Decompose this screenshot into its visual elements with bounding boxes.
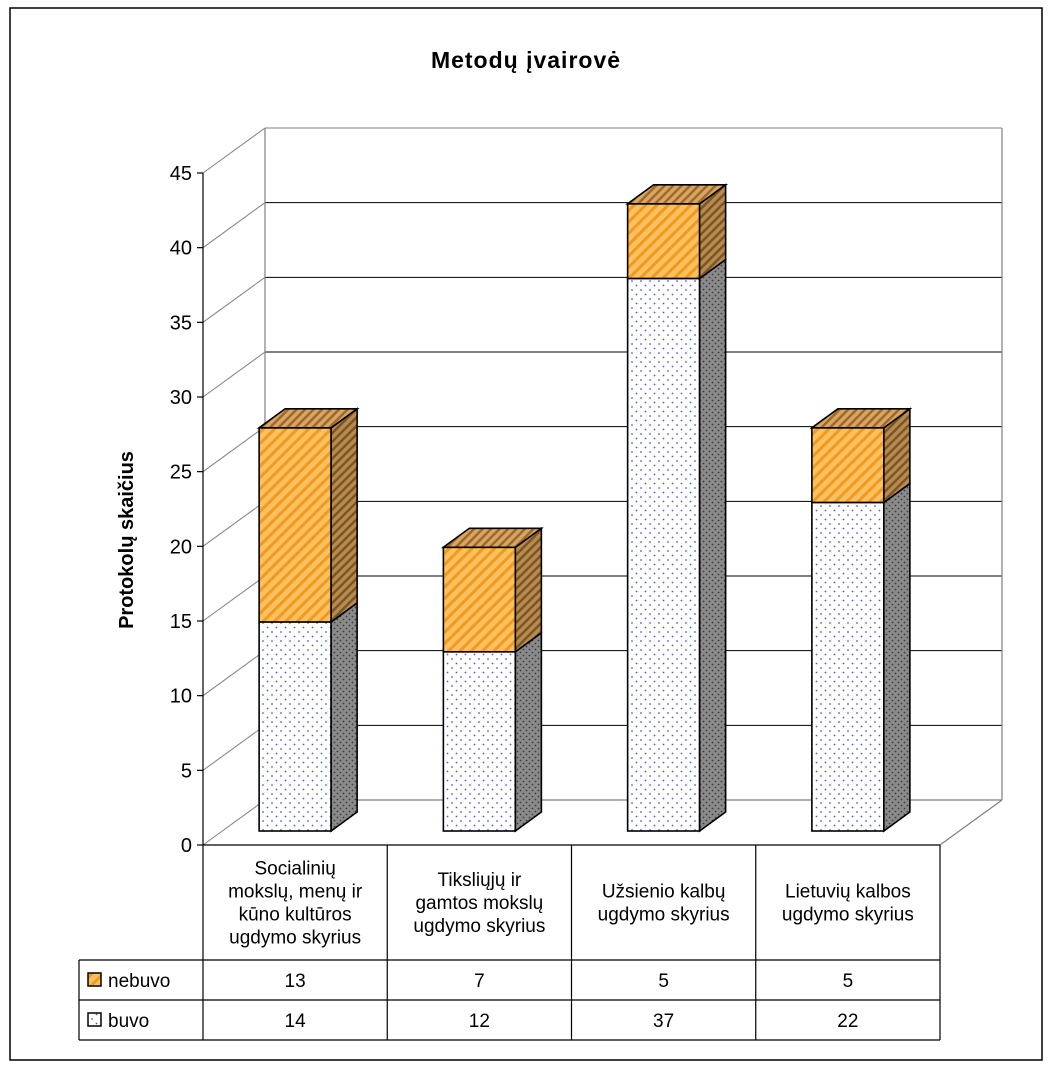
- bars-layer: [256, 183, 913, 833]
- bar-top-nebuvo: [440, 527, 544, 549]
- side-gridline: [202, 202, 266, 249]
- axis-layer: 0 5 10 15 20 25 30 35 40 45: [170, 163, 204, 857]
- floor-right-edge: [939, 799, 1003, 846]
- side-gridline: [202, 351, 266, 398]
- side-gridline: [202, 650, 266, 697]
- bar-nebuvo: [258, 426, 332, 623]
- table-value: 37: [653, 1011, 674, 1032]
- bar-side-buvo: [698, 257, 727, 833]
- table-value: 13: [285, 971, 306, 992]
- y-tick-label: 45: [170, 163, 192, 185]
- y-tick-label: 15: [170, 611, 192, 633]
- bar-nebuvo: [626, 203, 701, 280]
- side-gridline: [202, 426, 266, 473]
- category-label: Socialinių: [254, 859, 335, 880]
- chart-title: Metodų įvairovė: [431, 47, 621, 73]
- table-value: 14: [285, 1011, 307, 1032]
- bar-stack: [809, 407, 913, 833]
- bar-stack: [625, 183, 729, 833]
- side-gridline: [202, 799, 266, 846]
- bar-side-buvo: [883, 481, 911, 833]
- legend-label: nebuvo: [108, 971, 170, 992]
- legend-key-nebuvo: [87, 972, 102, 987]
- chart-frame: [9, 7, 1043, 1061]
- category-label: gamtos mokslų: [415, 893, 543, 914]
- side-gridline: [202, 724, 266, 771]
- y-tick-label: 10: [170, 686, 192, 708]
- bar-nebuvo: [442, 546, 517, 653]
- bar-buvo: [626, 277, 701, 832]
- bar-top-nebuvo: [809, 407, 913, 429]
- bar-buvo: [258, 621, 332, 832]
- category-label: ugdymo skyrius: [782, 905, 914, 926]
- category-label: Užsienio kalbų: [602, 882, 726, 903]
- y-tick-label: 5: [181, 760, 192, 782]
- bar-stack: [256, 407, 360, 833]
- bar-buvo: [811, 501, 885, 832]
- y-tick-label: 0: [181, 835, 192, 857]
- bar-side-nebuvo: [330, 407, 358, 624]
- side-gridline: [202, 500, 266, 547]
- y-tick-label: 35: [170, 312, 192, 334]
- category-label: ugdymo skyrius: [413, 916, 545, 937]
- bar-stack: [440, 526, 544, 833]
- table-value: 22: [837, 1011, 858, 1032]
- bar-side-buvo: [514, 631, 543, 833]
- side-gridline: [202, 276, 266, 323]
- legend-label: buvo: [108, 1011, 149, 1032]
- bar-side-nebuvo: [514, 526, 543, 654]
- side-gridline: [202, 575, 266, 622]
- side-gridline: [202, 127, 266, 174]
- bar-top-nebuvo: [256, 407, 360, 429]
- table-value: 7: [474, 971, 485, 992]
- y-tick-label: 40: [170, 238, 192, 260]
- table-value: 5: [658, 971, 669, 992]
- table-value: 5: [843, 971, 854, 992]
- category-label: kūno kultūros: [239, 905, 352, 926]
- y-axis-label: Protokolų skaičius: [116, 451, 138, 629]
- legend-key-buvo: [87, 1012, 102, 1027]
- y-tick-label: 20: [170, 536, 192, 558]
- bar-top-nebuvo: [625, 184, 729, 205]
- table-value: 12: [469, 1011, 490, 1032]
- y-tick-label: 30: [170, 387, 192, 409]
- bar-nebuvo: [811, 426, 885, 504]
- bar-buvo: [442, 650, 517, 832]
- category-label: ugdymo skyrius: [229, 928, 361, 949]
- category-label: ugdymo skyrius: [598, 905, 730, 926]
- category-label: Tiksliųjų ir: [438, 870, 522, 891]
- category-label: Lietuvių kalbos: [785, 882, 911, 903]
- bar-side-buvo: [330, 601, 358, 833]
- category-label: mokslų, menų ir: [228, 882, 363, 903]
- y-tick-label: 25: [170, 462, 192, 484]
